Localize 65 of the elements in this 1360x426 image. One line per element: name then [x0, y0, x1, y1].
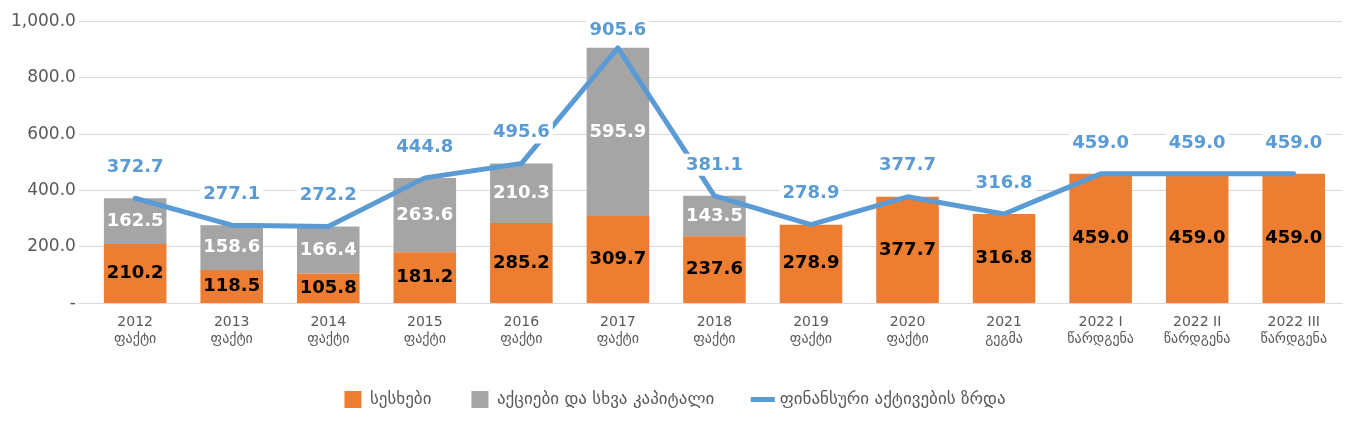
- legend-label: ფინანსური აქტივების ზრდა: [779, 387, 1006, 408]
- x-tick-label: 2022 I წარდგენა: [1067, 313, 1134, 347]
- data-label: 377.7: [879, 153, 937, 175]
- x-tick-label: 2015 ფაქტი: [403, 313, 446, 347]
- bar: [586, 47, 650, 216]
- x-tick-label: 2021 გეგმა: [985, 313, 1023, 347]
- data-label: 181.2: [396, 265, 454, 287]
- data-label: 263.6: [396, 202, 454, 224]
- x-tick-label: 2013 ფაქტი: [210, 313, 253, 347]
- bar: [876, 196, 939, 303]
- data-label: 595.9: [589, 119, 647, 141]
- x-tick-label: 2016 ფაქტი: [500, 313, 543, 347]
- data-label: 372.7: [106, 154, 164, 176]
- data-label: 459.0: [1072, 130, 1130, 152]
- data-label: 162.5: [106, 208, 164, 230]
- data-label: 377.7: [879, 237, 937, 259]
- data-label: 237.6: [685, 257, 743, 279]
- data-label: 459.0: [1265, 130, 1323, 152]
- bar: [1069, 173, 1132, 303]
- data-label: 143.5: [685, 203, 743, 225]
- data-label: 277.1: [203, 181, 261, 203]
- data-label: 459.0: [1168, 226, 1226, 248]
- bar: [1165, 173, 1229, 303]
- y-tick-label: -: [69, 291, 76, 312]
- data-label: 166.4: [299, 237, 357, 259]
- x-tick-label: 2017 ფაქტი: [596, 313, 640, 347]
- y-tick-label: 200.0: [27, 235, 76, 256]
- x-tick-label: 2022 II წარდგენა: [1163, 313, 1231, 347]
- data-label: 285.2: [492, 250, 550, 272]
- data-label: 444.8: [396, 134, 454, 156]
- y-tick-label: 1,000.0: [11, 9, 76, 30]
- data-label: 316.8: [975, 170, 1033, 192]
- data-label: 210.3: [492, 180, 550, 202]
- data-label: 459.0: [1168, 130, 1226, 152]
- bar: [972, 214, 1036, 303]
- bar: [490, 222, 553, 303]
- data-label: 210.2: [106, 261, 164, 283]
- legend-label: სესხები: [369, 387, 432, 408]
- legend-label: აქციები და სხვა კაპიტალი: [496, 387, 715, 408]
- y-tick-label: 400.0: [27, 178, 76, 199]
- x-tick-label: 2022 III წარდგენა: [1260, 313, 1328, 347]
- data-label: 316.8: [975, 246, 1033, 268]
- data-label: 495.6: [492, 120, 550, 142]
- x-tick-label: 2012 ფაქტი: [114, 313, 157, 347]
- y-tick-label: 800.0: [27, 66, 76, 87]
- bar: [779, 224, 843, 303]
- data-label: 272.2: [299, 183, 357, 205]
- data-label: 158.6: [203, 235, 261, 257]
- bar: [586, 216, 650, 303]
- data-label: 459.0: [1072, 226, 1130, 248]
- data-label: 381.1: [685, 152, 743, 174]
- x-tick-label: 2020 ფაქტი: [886, 313, 929, 347]
- bar: [683, 236, 746, 303]
- data-label: 309.7: [589, 247, 647, 269]
- data-label: 905.6: [589, 17, 647, 39]
- data-label: 105.8: [299, 275, 357, 297]
- x-tick-label: 2018 ფაქტი: [693, 313, 736, 347]
- y-tick-label: 600.0: [27, 122, 76, 143]
- bar: [1262, 173, 1326, 303]
- x-tick-label: 2019 ფაქტი: [789, 313, 833, 347]
- data-label: 118.5: [203, 274, 261, 296]
- data-label: 278.9: [782, 181, 840, 203]
- data-label: 278.9: [782, 251, 840, 273]
- data-label: 459.0: [1265, 226, 1323, 248]
- x-tick-label: 2014 ფაქტი: [307, 313, 350, 347]
